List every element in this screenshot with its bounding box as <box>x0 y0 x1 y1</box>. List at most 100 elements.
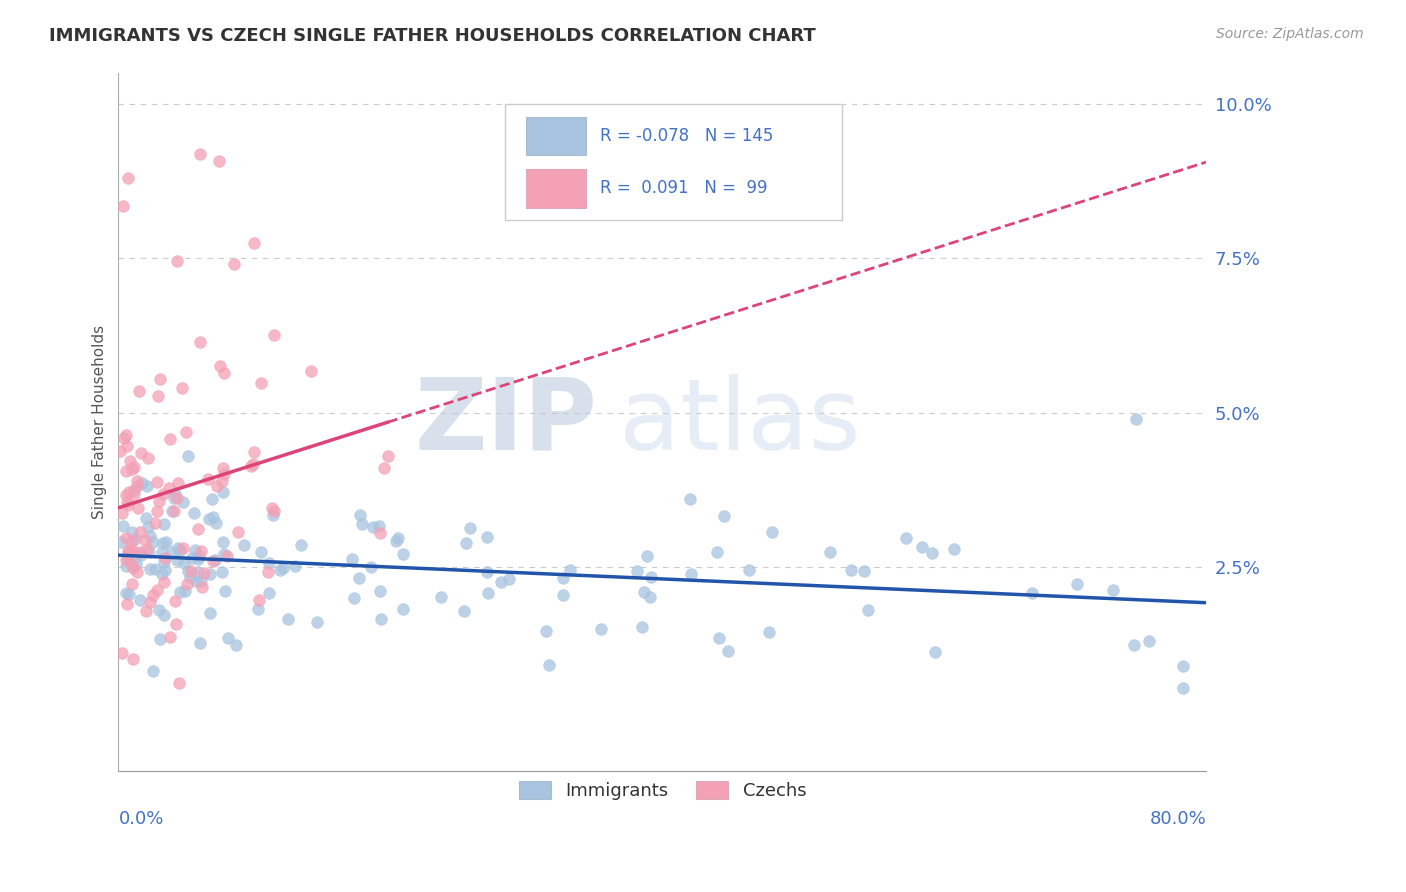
Point <box>924 645 946 659</box>
Point <box>201 554 224 568</box>
Point <box>477 531 499 545</box>
Text: 0.0%: 0.0% <box>118 810 165 828</box>
Point <box>208 153 231 168</box>
Point <box>149 372 172 386</box>
Point <box>115 558 138 573</box>
Point <box>134 533 156 547</box>
Point <box>551 571 574 585</box>
Point <box>118 542 141 557</box>
Point <box>117 498 139 512</box>
Point <box>551 588 574 602</box>
Point <box>454 535 477 549</box>
Point <box>146 389 169 403</box>
Point <box>489 574 512 589</box>
Point <box>117 171 139 186</box>
Point <box>713 508 735 523</box>
Point <box>368 526 391 541</box>
Point <box>167 541 190 556</box>
Point <box>150 545 173 559</box>
Point <box>347 571 370 585</box>
Point <box>1171 681 1194 695</box>
Point <box>166 253 188 268</box>
Point <box>127 479 149 493</box>
Point <box>361 519 384 533</box>
Point <box>190 574 212 588</box>
Point <box>145 583 167 598</box>
Point <box>120 556 142 570</box>
Point <box>108 444 131 458</box>
Point <box>167 676 190 690</box>
Point <box>1171 659 1194 673</box>
Point <box>177 449 200 463</box>
Point <box>125 558 148 572</box>
Point <box>173 556 195 570</box>
Point <box>159 630 181 644</box>
Point <box>172 495 194 509</box>
Point <box>170 381 193 395</box>
Point <box>125 475 148 489</box>
Point <box>184 574 207 589</box>
Point <box>342 552 364 566</box>
Point <box>430 590 453 604</box>
Point <box>118 587 141 601</box>
Point <box>820 545 842 559</box>
Point <box>839 563 862 577</box>
Point <box>143 516 166 531</box>
Point <box>263 504 285 518</box>
Point <box>558 563 581 577</box>
Point <box>250 545 273 559</box>
Text: 80.0%: 80.0% <box>1150 810 1206 828</box>
Text: R = -0.078   N = 145: R = -0.078 N = 145 <box>600 127 773 145</box>
Point <box>679 567 702 582</box>
Point <box>118 484 141 499</box>
Point <box>299 364 322 378</box>
Point <box>142 664 165 678</box>
Point <box>271 561 294 575</box>
Point <box>214 467 236 481</box>
Point <box>169 543 191 558</box>
Point <box>222 257 245 271</box>
Text: atlas: atlas <box>619 374 860 470</box>
Point <box>262 508 284 522</box>
Point <box>250 376 273 390</box>
Point <box>707 631 730 645</box>
Point <box>377 449 399 463</box>
Point <box>538 657 561 672</box>
Point <box>117 495 139 509</box>
Point <box>242 458 264 472</box>
Point <box>191 580 214 594</box>
Point <box>368 584 391 599</box>
Point <box>591 622 613 636</box>
Point <box>162 544 184 558</box>
Point <box>263 328 285 343</box>
Point <box>392 547 415 561</box>
Point <box>131 476 153 491</box>
Point <box>626 564 648 578</box>
Point <box>212 460 235 475</box>
Point <box>115 428 138 442</box>
Point <box>853 564 876 578</box>
Point <box>112 519 135 533</box>
Point <box>209 359 232 374</box>
Point <box>260 500 283 515</box>
Point <box>163 593 186 607</box>
Point <box>135 604 157 618</box>
Point <box>360 559 382 574</box>
Point <box>387 531 409 545</box>
Point <box>121 577 143 591</box>
Point <box>138 562 160 576</box>
Point <box>226 524 249 539</box>
Point <box>204 516 226 530</box>
Point <box>911 540 934 554</box>
Text: Source: ZipAtlas.com: Source: ZipAtlas.com <box>1216 27 1364 41</box>
Point <box>122 460 145 475</box>
Point <box>153 551 176 566</box>
Point <box>174 425 197 440</box>
Point <box>188 334 211 349</box>
Point <box>184 543 207 558</box>
Point <box>1066 577 1088 591</box>
Point <box>187 551 209 566</box>
Point <box>176 577 198 591</box>
Point <box>152 517 174 532</box>
Point <box>166 491 188 506</box>
